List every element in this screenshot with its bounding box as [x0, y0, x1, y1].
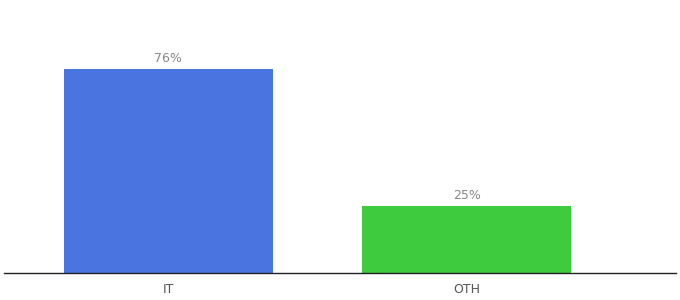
Bar: [362, 206, 571, 273]
Text: 76%: 76%: [154, 52, 182, 65]
Bar: [64, 69, 273, 273]
Text: 25%: 25%: [453, 189, 481, 202]
